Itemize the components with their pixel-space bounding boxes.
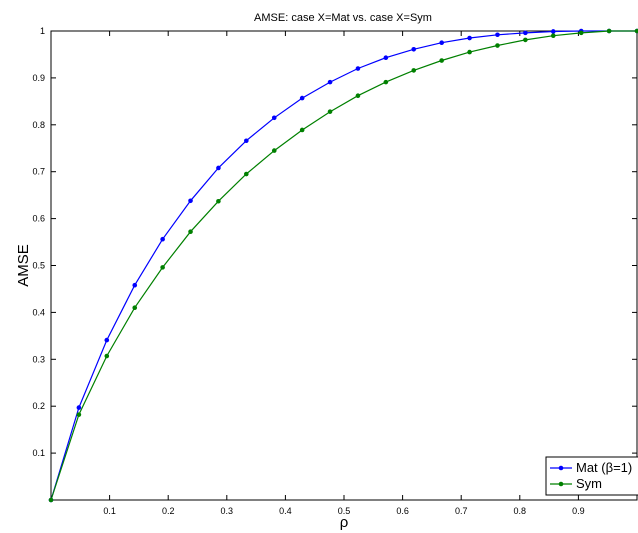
- data-point: [578, 30, 584, 36]
- x-tick-label: 0.6: [396, 506, 409, 516]
- data-point: [299, 127, 305, 133]
- y-axis-label: AMSE: [15, 244, 32, 287]
- data-point: [76, 412, 82, 417]
- series-group: [48, 28, 638, 503]
- data-point: [606, 28, 612, 34]
- data-point: [495, 32, 500, 38]
- y-tick-label: 0.7: [32, 167, 45, 177]
- data-point: [104, 337, 110, 343]
- series-line: [50, 30, 637, 501]
- tick-group: 0.1 0.2 0.3 0.4 0.5 0.6 0.7 0.8 0.9 0.1 0.2 0.3 0.4 0…: [32, 26, 637, 516]
- data-point: [327, 79, 333, 85]
- legend-box: [545, 456, 638, 496]
- data-point: [467, 35, 472, 41]
- x-tick-label: 0.9: [572, 506, 585, 516]
- data-point: [271, 115, 277, 121]
- data-point: [355, 66, 361, 71]
- data-point: [467, 49, 472, 55]
- data-point: [550, 33, 556, 38]
- legend-label: Sym: [576, 476, 602, 491]
- data-point: [160, 236, 165, 242]
- y-tick-label: 1: [40, 26, 45, 36]
- data-point: [48, 497, 54, 503]
- data-point: [188, 229, 193, 235]
- data-point: [188, 198, 193, 204]
- data-point: [523, 30, 528, 36]
- legend-marker: [558, 481, 564, 487]
- legend-label: Mat (β=1): [576, 460, 632, 475]
- series-line: [50, 30, 637, 501]
- x-tick-label: 0.1: [103, 506, 116, 516]
- data-point: [216, 198, 221, 204]
- data-point: [160, 265, 165, 270]
- data-point: [523, 37, 528, 43]
- y-tick-label: 0.6: [32, 214, 45, 224]
- data-point: [383, 79, 389, 85]
- x-tick-label: 0.5: [338, 506, 351, 516]
- data-point: [132, 305, 138, 311]
- legend-marker: [558, 465, 564, 471]
- data-point: [216, 165, 221, 171]
- y-tick-label: 0.1: [32, 448, 45, 458]
- data-point: [634, 28, 638, 34]
- data-point: [411, 68, 417, 73]
- x-tick-label: 0.8: [514, 506, 527, 516]
- data-point: [411, 46, 417, 52]
- data-point: [383, 55, 389, 61]
- y-tick-label: 0.4: [32, 307, 45, 317]
- data-point: [244, 171, 249, 177]
- data-point: [439, 58, 444, 63]
- data-point: [271, 148, 277, 153]
- data-point: [495, 43, 500, 48]
- y-tick-label: 0.8: [32, 120, 45, 130]
- x-tick-label: 0.2: [162, 506, 175, 516]
- data-point: [439, 40, 444, 46]
- data-point: [104, 353, 110, 359]
- data-point: [355, 93, 361, 99]
- x-axis-label: ρ: [340, 514, 349, 531]
- y-tick-label: 0.5: [32, 261, 45, 271]
- y-tick-label: 0.2: [32, 401, 45, 411]
- y-tick-label: 0.9: [32, 73, 45, 83]
- x-tick-label: 0.4: [279, 506, 292, 516]
- x-tick-label: 0.3: [221, 506, 234, 516]
- chart-title: AMSE: case X=Mat vs. case X=Sym: [254, 12, 432, 24]
- data-point: [550, 29, 556, 34]
- x-tick-label: 0.7: [455, 506, 468, 516]
- data-point: [327, 109, 333, 114]
- series-2: [48, 28, 638, 503]
- legend: Mat (β=1)Sym: [545, 456, 638, 496]
- data-point: [244, 138, 249, 144]
- y-tick-label: 0.3: [32, 354, 45, 364]
- data-point: [76, 405, 82, 410]
- data-point: [299, 95, 305, 101]
- data-point: [132, 282, 138, 288]
